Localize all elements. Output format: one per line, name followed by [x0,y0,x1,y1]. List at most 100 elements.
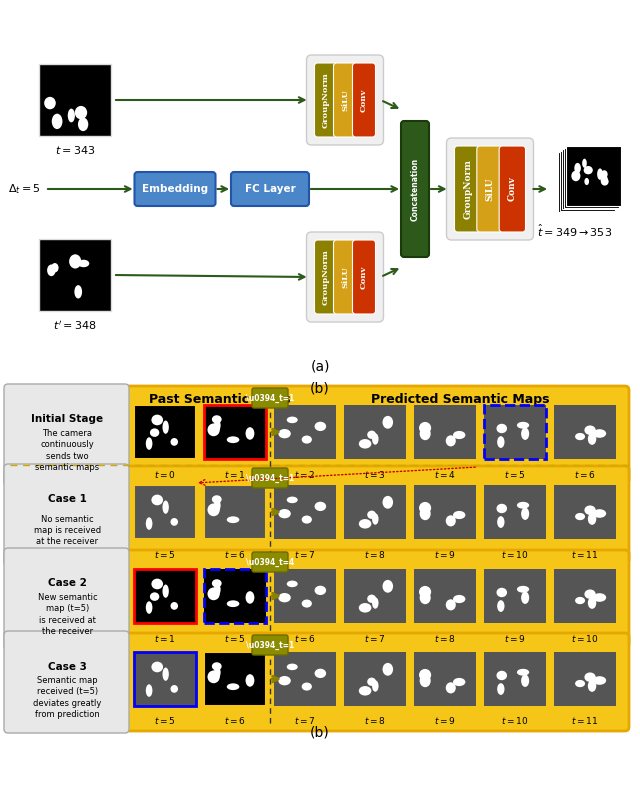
Ellipse shape [602,176,607,182]
Text: $t=8$: $t=8$ [364,549,386,560]
Ellipse shape [246,427,254,440]
Bar [134,405,196,459]
Ellipse shape [207,671,220,683]
Ellipse shape [278,593,291,602]
Ellipse shape [497,683,504,695]
Ellipse shape [453,431,465,439]
Ellipse shape [301,435,312,444]
Ellipse shape [593,676,606,685]
FancyBboxPatch shape [353,63,376,137]
Ellipse shape [584,672,596,682]
Ellipse shape [517,502,529,508]
Bar [204,405,266,459]
Text: $t = 343$: $t = 343$ [55,144,95,156]
Ellipse shape [170,685,178,693]
Ellipse shape [359,519,371,529]
Text: $t=7$: $t=7$ [294,715,316,726]
Ellipse shape [367,678,376,686]
Ellipse shape [420,508,431,520]
Ellipse shape [315,669,326,678]
FancyBboxPatch shape [477,146,503,232]
Ellipse shape [146,438,152,450]
Ellipse shape [601,170,607,179]
Text: FC Layer: FC Layer [244,184,296,194]
Ellipse shape [287,663,298,671]
Ellipse shape [445,599,456,611]
Ellipse shape [453,511,465,519]
Ellipse shape [588,597,596,609]
Ellipse shape [170,438,178,445]
Ellipse shape [517,422,529,429]
FancyBboxPatch shape [499,146,525,232]
Ellipse shape [574,163,581,173]
Ellipse shape [146,601,152,614]
Text: SiLU: SiLU [486,177,495,201]
Text: $t=6$: $t=6$ [224,715,246,726]
Ellipse shape [588,513,596,525]
Ellipse shape [278,429,291,438]
Ellipse shape [497,423,507,433]
FancyBboxPatch shape [134,172,216,206]
Ellipse shape [212,579,221,587]
Bar [344,569,406,623]
Text: \u0394_t=1: \u0394_t=1 [246,641,294,649]
Text: $t=7$: $t=7$ [364,633,386,644]
FancyBboxPatch shape [121,550,629,648]
Ellipse shape [52,113,63,129]
Ellipse shape [601,177,608,184]
Ellipse shape [419,669,431,681]
Text: Past Semantic Maps: Past Semantic Maps [149,393,291,405]
Bar [559,150,614,210]
Text: $t=10$: $t=10$ [572,633,598,644]
Ellipse shape [579,184,584,196]
Ellipse shape [445,515,456,527]
Text: \u0394_t=4: \u0394_t=4 [246,557,294,567]
Ellipse shape [69,254,81,268]
Ellipse shape [593,192,602,201]
Text: $t' = 348$: $t' = 348$ [53,319,97,332]
Ellipse shape [163,585,169,598]
Text: $t=2$: $t=2$ [294,468,316,479]
FancyBboxPatch shape [333,63,356,137]
Text: GroupNorm: GroupNorm [463,159,472,219]
Ellipse shape [146,517,152,530]
Ellipse shape [359,439,371,449]
Ellipse shape [315,501,326,511]
Ellipse shape [78,117,88,131]
Ellipse shape [453,678,465,686]
Ellipse shape [163,501,169,514]
Text: Case 1: Case 1 [48,494,87,504]
Ellipse shape [517,669,529,676]
FancyBboxPatch shape [307,232,383,322]
Ellipse shape [584,426,596,435]
Bar [274,485,336,539]
Ellipse shape [568,191,573,204]
Text: SiLU: SiLU [341,89,349,111]
Ellipse shape [445,435,456,446]
Text: $\hat{t} = 349 \rightarrow 353$: $\hat{t} = 349 \rightarrow 353$ [538,223,612,239]
Bar [484,405,546,459]
Ellipse shape [497,516,504,528]
Text: $t=11$: $t=11$ [572,715,598,726]
Bar [134,405,196,459]
Ellipse shape [593,429,606,438]
Text: GroupNorm: GroupNorm [322,72,330,128]
Ellipse shape [420,427,431,440]
Ellipse shape [163,667,169,681]
Text: $t=5$: $t=5$ [504,468,526,479]
Ellipse shape [574,164,582,174]
FancyBboxPatch shape [307,55,383,145]
Ellipse shape [367,511,376,519]
Ellipse shape [569,176,574,183]
Text: Conv: Conv [508,176,517,201]
FancyBboxPatch shape [4,631,129,733]
FancyBboxPatch shape [314,63,337,137]
Ellipse shape [593,593,606,602]
Ellipse shape [246,674,254,687]
Text: Concatenation: Concatenation [410,157,419,220]
Text: $t=1$: $t=1$ [224,468,246,479]
Ellipse shape [372,680,378,692]
Bar [484,652,546,706]
Ellipse shape [74,285,82,298]
Ellipse shape [68,109,75,122]
